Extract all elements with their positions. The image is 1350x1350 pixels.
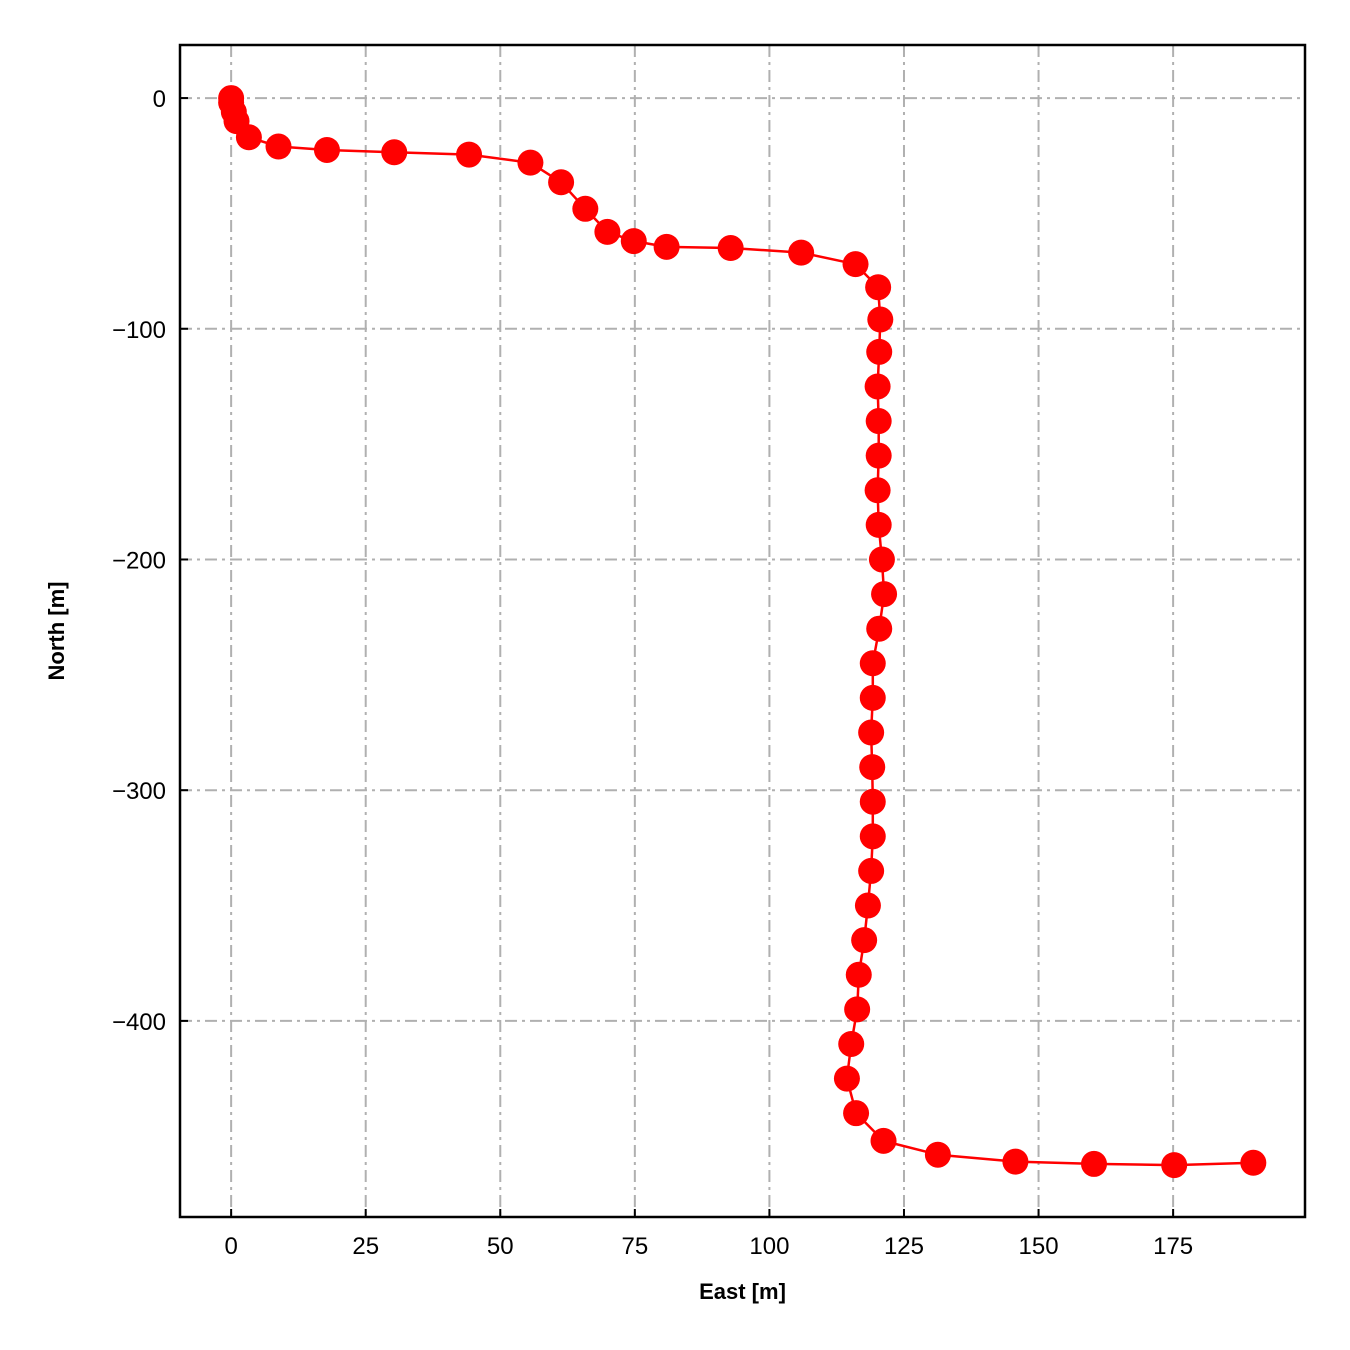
data-point [867,306,894,333]
y-tick-label: −400 [112,1009,166,1036]
data-point [788,239,815,266]
data-point [1080,1150,1107,1177]
x-tick-label: 75 [621,1233,648,1260]
y-tick-label: 0 [153,86,166,113]
y-tick-label: −300 [112,778,166,805]
data-point [381,139,408,166]
data-point [1240,1149,1267,1176]
data-point [456,141,483,168]
data-point [833,1065,860,1092]
data-point [866,615,893,642]
data-point [865,511,892,538]
x-tick-label: 150 [1019,1233,1059,1260]
data-point [517,149,544,176]
data-point [620,228,647,255]
data-point [859,650,886,677]
data-point [548,169,575,196]
data-point [868,546,895,573]
data-point [859,754,886,781]
data-point [865,274,892,301]
data-point [864,373,891,400]
data-point [842,251,869,278]
data-point [845,961,872,988]
data-point [870,1127,897,1154]
data-point [859,823,886,850]
y-tick-label: −200 [112,547,166,574]
data-point [843,1100,870,1127]
data-point [313,136,340,163]
grid [180,45,1305,1217]
data-point [851,927,878,954]
data-point [844,996,871,1023]
data-point [838,1030,865,1057]
x-tick-label: 175 [1153,1233,1193,1260]
x-tick-label: 125 [884,1233,924,1260]
data-point [864,477,891,504]
data-point [235,124,262,151]
x-tick-label: 50 [487,1233,514,1260]
tick-marks [180,97,1175,1217]
x-tick-label: 100 [749,1233,789,1260]
y-axis-label: North [m] [44,582,69,681]
plot-frame [178,43,1307,1219]
data-point [924,1141,951,1168]
data-point [858,719,885,746]
x-tick-label: 0 [224,1233,237,1260]
data-point [854,892,881,919]
data-point [858,857,885,884]
data-point [1161,1152,1188,1179]
data-point [859,684,886,711]
data-point [572,195,599,222]
data-point [871,581,898,608]
data-point [1002,1148,1029,1175]
data-point [653,233,680,260]
data-point [265,133,292,160]
y-tick-label: −100 [112,317,166,344]
data-point [717,235,744,262]
data-point [865,442,892,469]
data-point [594,218,621,245]
data-point [859,788,886,815]
x-tick-label: 25 [352,1233,379,1260]
data-point [866,338,893,365]
x-axis-label: East [m] [699,1279,786,1304]
data-series [218,85,1267,1179]
tick-labels: 0 25 50 75 100 125 150 175 0 −100 −200 −300 −400 [112,86,1193,1260]
data-point [865,408,892,435]
